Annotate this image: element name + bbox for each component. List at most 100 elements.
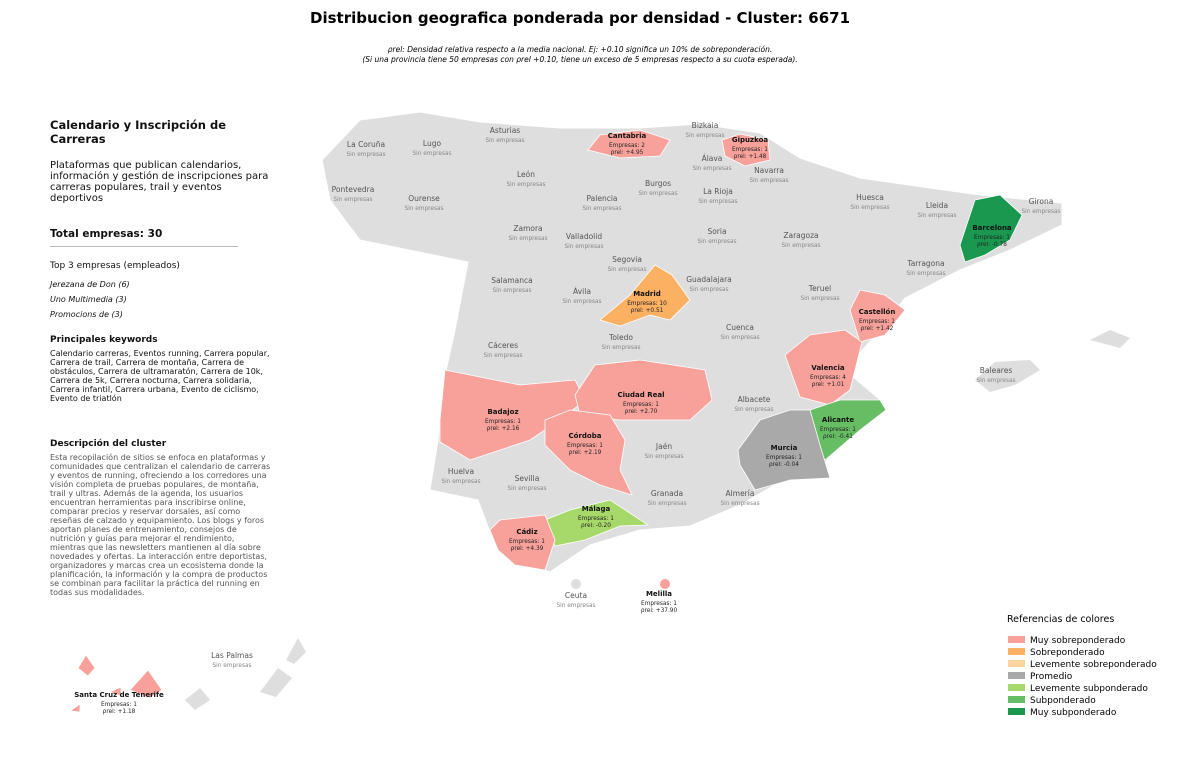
province-detail: ρrel: +37.90 (641, 608, 678, 614)
province-detail: Sin empresas (976, 378, 1015, 384)
province-detail: ρrel: +1.18 (103, 709, 136, 715)
province-detail: Sin empresas (508, 236, 547, 242)
province-name: Zamora (513, 224, 542, 233)
keywords-title: Principales keywords (50, 335, 158, 345)
panel-title: Calendario y Inscripción de Carreras (50, 118, 226, 146)
province-detail: Sin empresas (564, 244, 603, 250)
legend-label: Muy sobreponderado (1030, 636, 1126, 646)
province-detail: ρrel: -0.04 (769, 462, 799, 468)
title: Distribucion geografica ponderada por de… (310, 9, 850, 27)
province-shape (489, 514, 556, 571)
province-detail: Sin empresas (507, 486, 546, 492)
las-palmas-shape (286, 638, 306, 664)
province-detail: Sin empresas (734, 407, 773, 413)
province-name: Álava (702, 154, 723, 163)
legend-title: Referencias de colores (1007, 614, 1114, 625)
side-panel: Calendario y Inscripción de Carreras Pla… (50, 118, 272, 597)
province-name: Salamanca (491, 276, 532, 285)
province-name: Ávila (573, 287, 591, 296)
top-title: Top 3 empresas (empleados) (50, 261, 180, 271)
province-name: Ceuta (565, 591, 587, 600)
province-detail: ρrel: +2.16 (487, 426, 520, 432)
province-detail: ρrel: -0.78 (977, 242, 1007, 248)
legend-label: Muy subponderado (1030, 708, 1117, 718)
province-detail: Sin empresas (404, 206, 443, 212)
province-detail: Sin empresas (212, 663, 251, 669)
province-detail: Sin empresas (607, 267, 646, 273)
province-detail: ρrel: -0.41 (823, 434, 853, 440)
province-name: La Coruña (347, 140, 385, 149)
province-shape (544, 409, 633, 496)
province-name: Córdoba (569, 432, 602, 440)
province-name: Cantabria (608, 132, 647, 140)
province-name: Cádiz (516, 528, 537, 536)
province-detail: Sin empresas (720, 501, 759, 507)
province-detail: Sin empresas (506, 182, 545, 188)
province-name: Pontevedra (332, 185, 375, 194)
province-name: Ourense (408, 194, 440, 203)
province-name: Alicante (822, 416, 854, 424)
province-detail: Sin empresas (644, 454, 683, 460)
top-item: Uno Multimedia (3) (50, 295, 127, 304)
las-palmas-shape (260, 668, 292, 697)
legend-label: Levemente subponderado (1030, 684, 1148, 694)
province-name: Cuenca (726, 323, 754, 332)
province-detail: ρrel: +1.01 (812, 382, 845, 388)
province-name: Málaga (582, 505, 611, 513)
top-item: Promocions de (3) (50, 310, 123, 319)
province-name: Lugo (423, 139, 442, 148)
province-shape (587, 129, 671, 159)
province-detail: Sin empresas (697, 239, 736, 245)
province-detail: Sin empresas (685, 133, 724, 139)
legend-label: Sobreponderado (1030, 648, 1105, 658)
province-detail: Sin empresas (689, 287, 728, 293)
total: Total empresas: 30 (50, 228, 238, 247)
province-shape (599, 264, 691, 327)
province-detail: Sin empresas (638, 191, 677, 197)
legend-swatch (1008, 708, 1025, 715)
legend-swatch (1008, 636, 1025, 643)
province-detail: ρrel: +4.95 (611, 150, 644, 156)
province-detail: Empresas: 1 (623, 402, 659, 408)
province-detail: ρrel: +2.19 (569, 450, 602, 456)
province-detail: Sin empresas (1021, 209, 1060, 215)
province-detail: Sin empresas (485, 138, 524, 144)
province-name: Bizkaia (692, 121, 719, 130)
province-detail: ρrel: +2.70 (625, 409, 658, 415)
province-detail: Empresas: 1 (578, 516, 614, 522)
legend-label: Subponderado (1030, 696, 1096, 706)
province-detail: Sin empresas (749, 178, 788, 184)
province-detail: Empresas: 1 (101, 702, 137, 708)
legend: Referencias de colores Muy sobreponderad… (1007, 614, 1157, 718)
legend-label: Levemente sobreponderado (1030, 660, 1157, 670)
province-name: Sevilla (515, 474, 540, 483)
description: Esta recopilación de sitios se enfoca en… (50, 453, 271, 597)
province-detail: Sin empresas (906, 271, 945, 277)
baleares-shape (1090, 330, 1130, 348)
province-shape (784, 329, 863, 406)
province-detail: ρrel: +1.48 (734, 154, 767, 160)
las-palmas-shape (185, 688, 210, 710)
province-detail: Sin empresas (562, 299, 601, 305)
province-detail: Sin empresas (483, 353, 522, 359)
province-detail: Empresas: 2 (609, 143, 645, 149)
province-detail: Sin empresas (582, 206, 621, 212)
province-name: Huelva (448, 467, 474, 476)
province-detail: Empresas: 10 (627, 301, 667, 307)
province-detail: Sin empresas (800, 296, 839, 302)
province-shape (737, 409, 831, 491)
province-detail: Empresas: 1 (485, 419, 521, 425)
province-shape (108, 686, 122, 697)
province-name: Huesca (856, 193, 884, 202)
province-detail: Sin empresas (346, 152, 385, 158)
province-detail: Sin empresas (556, 603, 595, 609)
province-detail: Empresas: 1 (766, 455, 802, 461)
province-detail: ρrel: +0.51 (631, 308, 664, 314)
baleares-shape (975, 360, 1040, 392)
province-name: Segovia (612, 255, 642, 264)
province-detail: Empresas: 1 (859, 319, 895, 325)
ceuta-shape (571, 579, 581, 589)
province-detail: Empresas: 1 (641, 601, 677, 607)
province-name: Guadalajara (686, 275, 732, 284)
province-detail: Sin empresas (601, 345, 640, 351)
